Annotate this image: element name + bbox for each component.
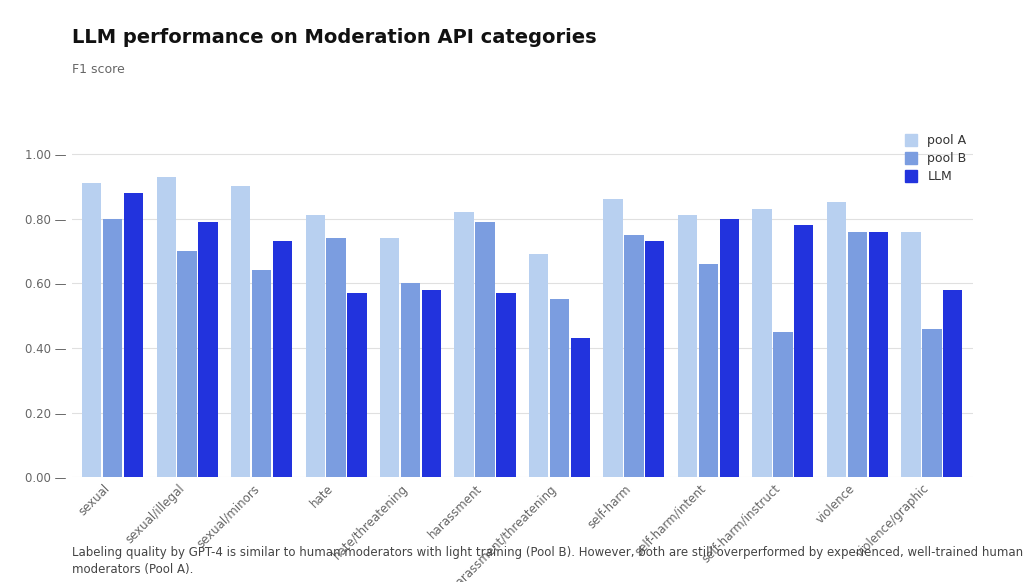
Text: LLM performance on Moderation API categories: LLM performance on Moderation API catego… bbox=[72, 27, 596, 47]
Bar bbox=[529, 254, 548, 477]
Bar bbox=[497, 293, 515, 477]
Bar bbox=[305, 215, 325, 477]
Bar bbox=[252, 270, 271, 477]
Bar bbox=[550, 299, 569, 477]
Bar bbox=[943, 290, 963, 477]
Bar bbox=[82, 183, 101, 477]
Bar bbox=[231, 186, 251, 477]
Bar bbox=[327, 238, 346, 477]
Bar bbox=[272, 241, 292, 477]
Bar bbox=[570, 338, 590, 477]
Bar bbox=[923, 328, 941, 477]
Bar bbox=[400, 283, 420, 477]
Bar bbox=[347, 293, 367, 477]
Bar bbox=[826, 203, 846, 477]
Legend: pool A, pool B, LLM: pool A, pool B, LLM bbox=[905, 134, 967, 183]
Bar bbox=[455, 212, 474, 477]
Bar bbox=[901, 232, 921, 477]
Bar bbox=[625, 235, 644, 477]
Bar bbox=[380, 238, 399, 477]
Bar bbox=[868, 232, 888, 477]
Bar bbox=[773, 332, 793, 477]
Bar bbox=[177, 251, 197, 477]
Bar bbox=[678, 215, 697, 477]
Bar bbox=[794, 225, 813, 477]
Bar bbox=[645, 241, 665, 477]
Bar bbox=[720, 219, 739, 477]
Bar bbox=[603, 199, 623, 477]
Bar bbox=[157, 176, 176, 477]
Bar bbox=[103, 219, 122, 477]
Bar bbox=[698, 264, 718, 477]
Bar bbox=[475, 222, 495, 477]
Bar bbox=[124, 193, 143, 477]
Text: Labeling quality by GPT-4 is similar to human moderators with light training (Po: Labeling quality by GPT-4 is similar to … bbox=[72, 546, 1023, 576]
Bar bbox=[848, 232, 867, 477]
Bar bbox=[422, 290, 441, 477]
Text: F1 score: F1 score bbox=[72, 63, 125, 76]
Bar bbox=[199, 222, 218, 477]
Bar bbox=[753, 209, 772, 477]
